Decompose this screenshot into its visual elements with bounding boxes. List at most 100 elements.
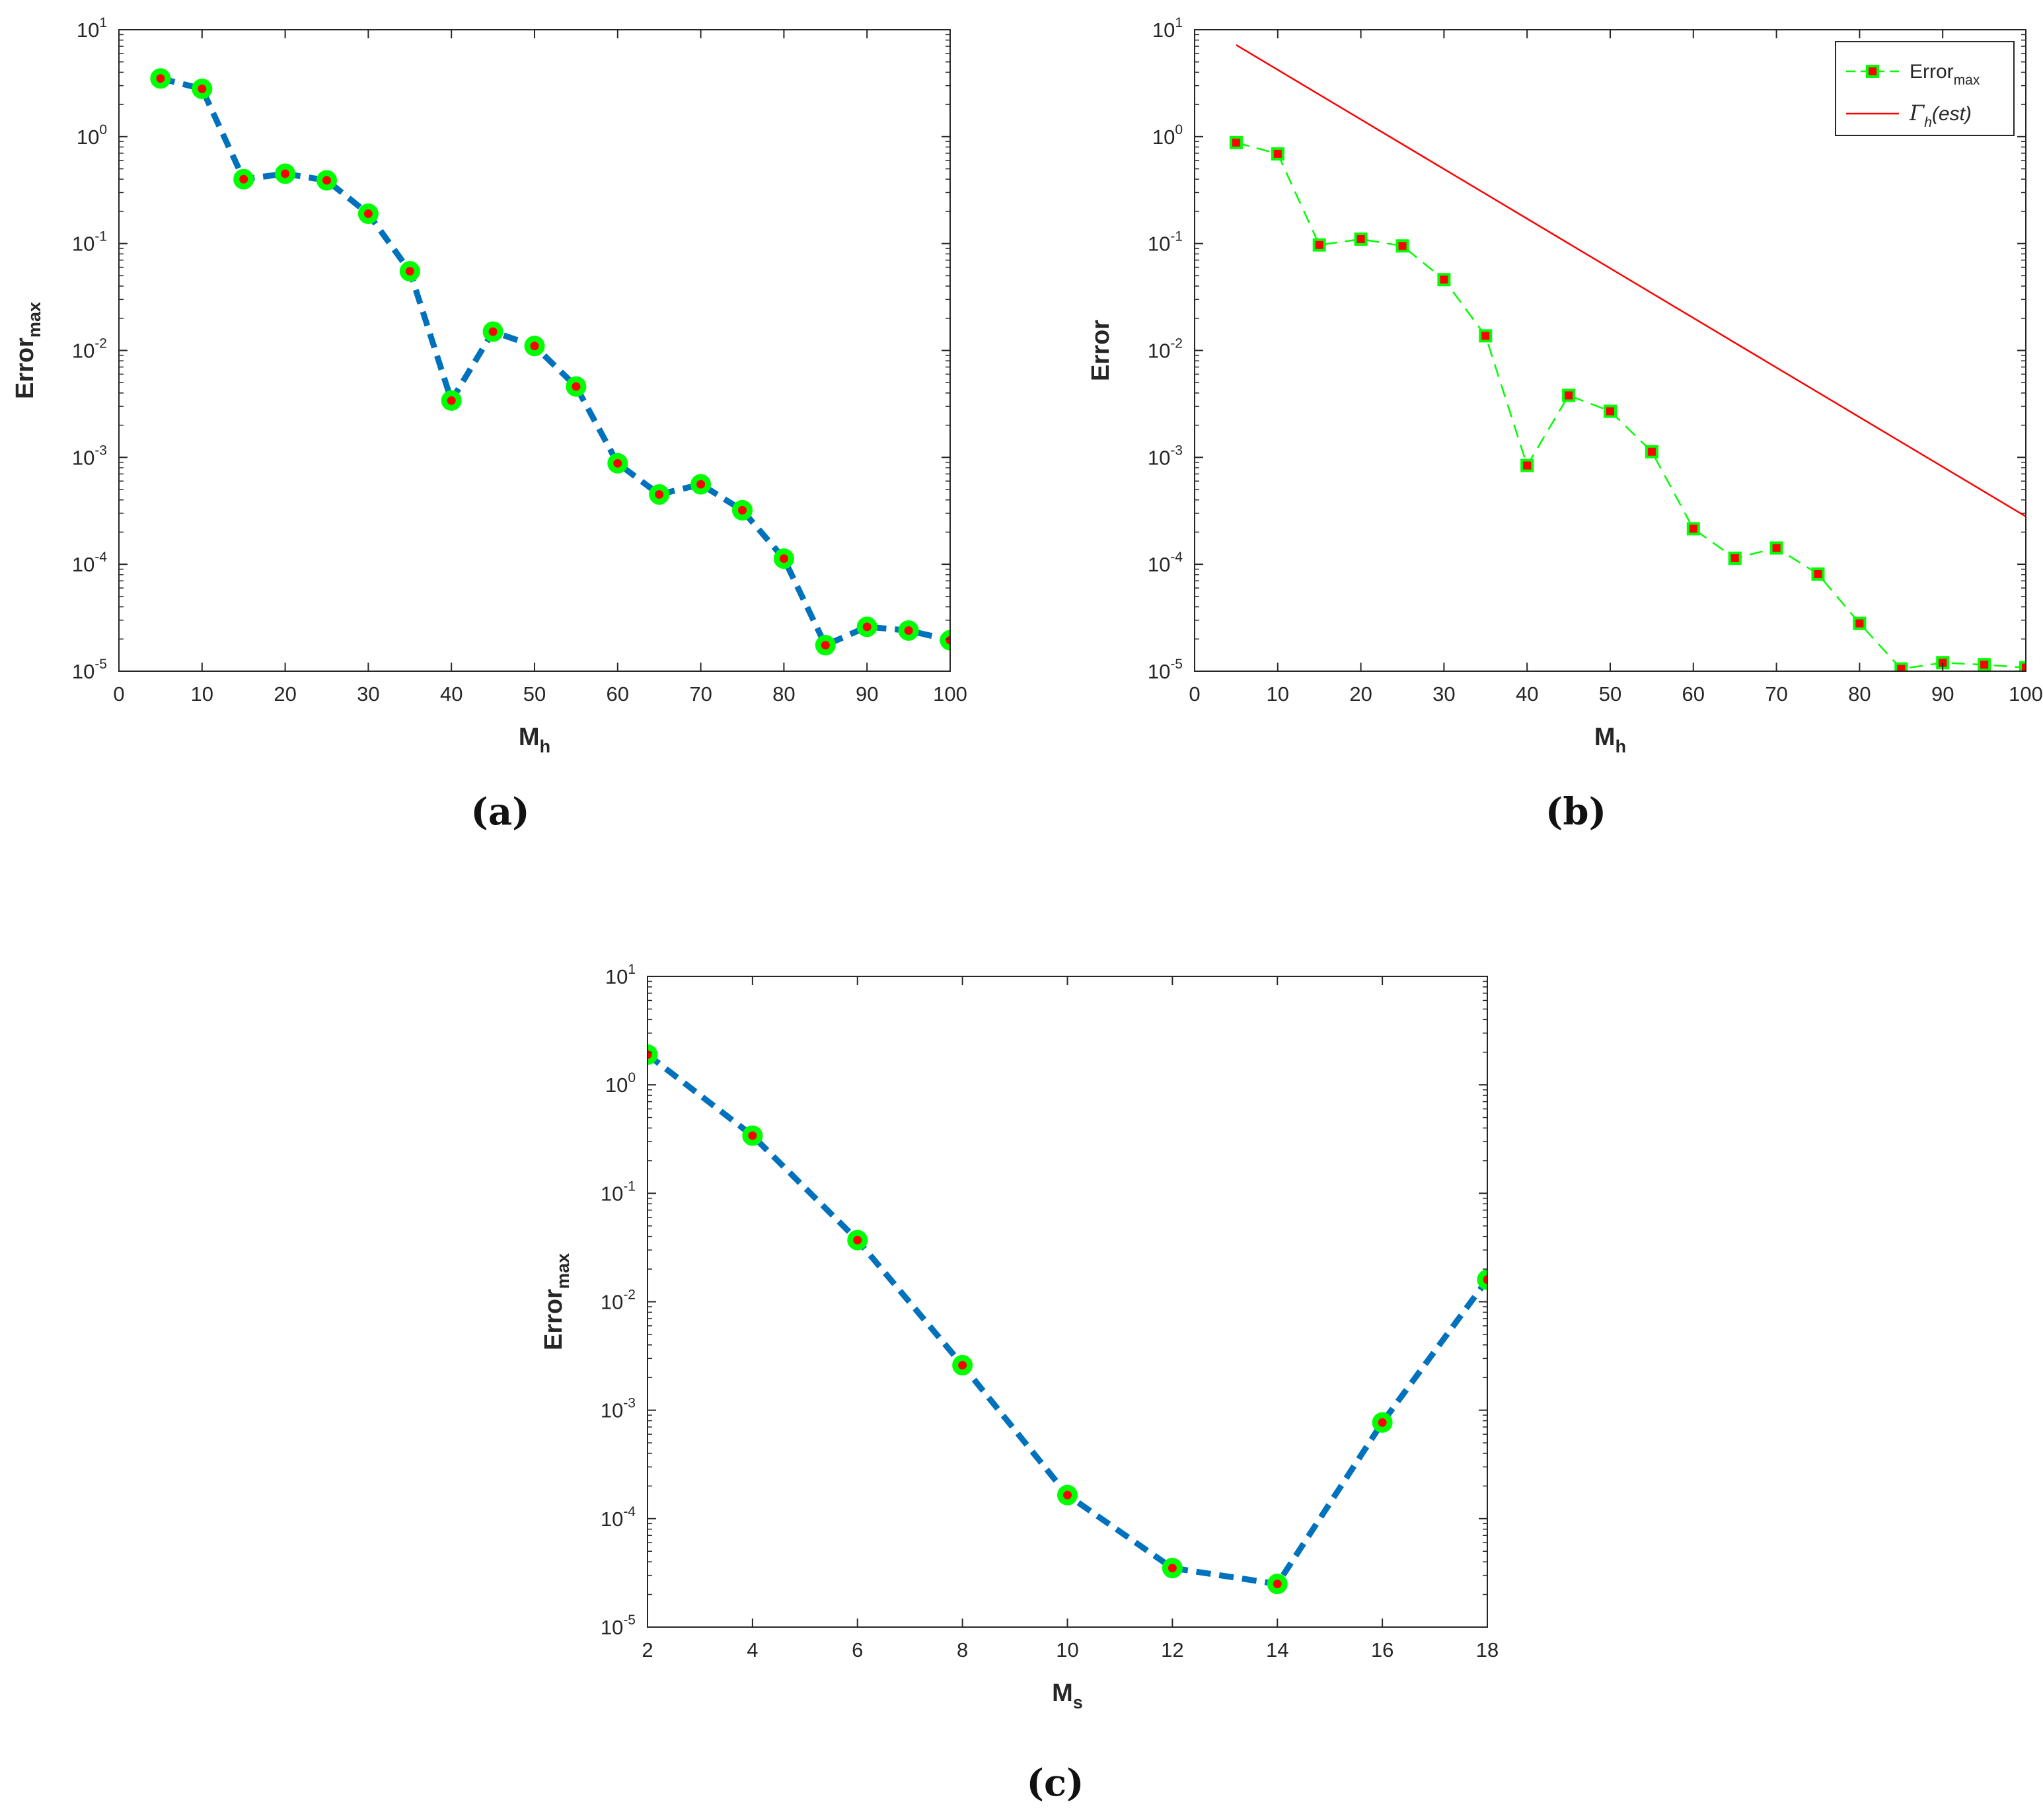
data-point xyxy=(1604,404,1617,418)
x-tick-label: 12 xyxy=(1161,1638,1183,1661)
data-point xyxy=(1437,273,1451,287)
legend-label-0: Errormax xyxy=(1910,61,1980,88)
data-point xyxy=(1271,147,1284,161)
chart-panel-b: 0 10 20 30 40 50 60 70 80 90 100 10-5 10-4 10-3 10-2 10… xyxy=(1087,15,2043,834)
y-tick-label: 10-1 xyxy=(72,229,107,256)
x-tick-label: 18 xyxy=(1476,1638,1499,1661)
data-point xyxy=(1162,1558,1183,1579)
data-point xyxy=(952,1355,973,1376)
y-tick-label: 10-3 xyxy=(72,443,107,469)
x-tick-label: 0 xyxy=(113,682,124,706)
plot-area xyxy=(648,1044,1487,1595)
x-tick-label: 90 xyxy=(1931,682,1954,706)
x-tick-label: 14 xyxy=(1266,1638,1288,1661)
data-point xyxy=(648,1044,658,1065)
data-point xyxy=(316,170,337,191)
x-axis-label: Mh xyxy=(519,723,550,756)
x-tick-label: 40 xyxy=(440,682,463,706)
data-point xyxy=(1354,232,1368,246)
data-point xyxy=(1479,329,1493,343)
x-tick-label: 70 xyxy=(1765,682,1787,706)
x-tick-label: 50 xyxy=(1599,682,1621,706)
series-line-0 xyxy=(1236,141,2026,670)
x-tick-label: 8 xyxy=(957,1638,968,1661)
data-point xyxy=(482,321,503,342)
data-point xyxy=(773,548,794,569)
panel-label: (a) xyxy=(470,790,529,834)
data-point xyxy=(940,630,950,651)
data-point xyxy=(233,168,254,190)
data-point xyxy=(441,390,462,411)
data-point xyxy=(607,453,628,474)
x-tick-label: 60 xyxy=(1682,682,1705,706)
data-point xyxy=(1894,662,1908,671)
x-tick-label: 30 xyxy=(1432,682,1455,706)
y-tick-label: 10-3 xyxy=(601,1396,636,1422)
x-tick-label: 2 xyxy=(642,1638,653,1661)
y-tick-label: 101 xyxy=(1152,15,1183,42)
x-tick-label: 10 xyxy=(1056,1638,1078,1661)
data-point xyxy=(856,616,877,637)
data-point xyxy=(898,620,919,641)
series-line-0 xyxy=(159,75,950,649)
y-tick-label: 10-1 xyxy=(1148,229,1183,256)
panel-label: (b) xyxy=(1545,790,1606,834)
data-point xyxy=(1267,1574,1288,1595)
x-tick-label: 10 xyxy=(191,682,213,706)
data-point xyxy=(524,336,545,357)
x-tick-label: 80 xyxy=(1848,682,1871,706)
data-point xyxy=(1312,238,1326,252)
data-point xyxy=(1395,239,1409,253)
x-tick-label: 70 xyxy=(689,682,712,706)
data-point xyxy=(1229,135,1243,149)
y-axis-label: Errormax xyxy=(540,1253,573,1350)
x-tick-label: 16 xyxy=(1371,1638,1393,1661)
data-point xyxy=(1645,445,1658,458)
legend-label-1: Γh(est) xyxy=(1909,100,1972,130)
data-point xyxy=(399,261,420,282)
y-axis-label: Error xyxy=(1087,320,1115,381)
chart-panel-c: 2 4 6 8 10 12 14 16 18 10-5 10-4 10-3 10-2 10-1 100 101… xyxy=(540,962,1499,1805)
data-point xyxy=(150,68,171,89)
y-tick-label: 101 xyxy=(77,15,107,42)
y-tick-label: 10-4 xyxy=(1148,550,1183,576)
y-tick-label: 10-2 xyxy=(1148,336,1183,363)
panel-label: (c) xyxy=(1026,1761,1084,1805)
data-point xyxy=(1978,658,1991,671)
data-point xyxy=(1057,1484,1078,1506)
x-tick-label: 10 xyxy=(1267,682,1289,706)
x-axis-label: Ms xyxy=(1052,1679,1083,1712)
x-tick-label: 6 xyxy=(852,1638,863,1661)
x-tick-label: 60 xyxy=(607,682,629,706)
data-point xyxy=(1769,541,1783,555)
x-tick-label: 20 xyxy=(1349,682,1372,706)
chart-panel-a: 0 10 20 30 40 50 60 70 80 90 100 10-5 10-4 10-3 10-2 10… xyxy=(11,15,967,834)
y-axis-label: Errormax xyxy=(11,302,44,399)
data-point xyxy=(1686,522,1700,536)
data-point xyxy=(732,499,753,521)
y-tick-label: 10-4 xyxy=(72,550,107,576)
data-point xyxy=(649,484,670,505)
y-tick-label: 10-5 xyxy=(601,1613,636,1639)
legend: Errormax Γh(est) xyxy=(1835,41,2015,136)
x-tick-label: 100 xyxy=(933,682,967,706)
data-point xyxy=(1728,551,1742,565)
y-tick-label: 10-5 xyxy=(1148,657,1183,683)
data-point xyxy=(1372,1412,1393,1433)
data-point xyxy=(1562,388,1576,402)
data-point xyxy=(1853,616,1867,630)
x-tick-label: 80 xyxy=(772,682,795,706)
y-tick-label: 100 xyxy=(1152,122,1183,149)
x-tick-label: 40 xyxy=(1516,682,1538,706)
series-line-1 xyxy=(1236,44,2026,517)
data-point xyxy=(566,376,587,397)
data-point xyxy=(357,203,379,225)
data-point xyxy=(2019,661,2026,671)
x-axis-label: Mh xyxy=(1594,723,1626,756)
y-tick-label: 100 xyxy=(77,122,107,149)
data-point xyxy=(192,78,213,99)
data-point xyxy=(1477,1269,1487,1290)
data-point xyxy=(690,474,712,495)
axes-box xyxy=(647,976,1488,1628)
